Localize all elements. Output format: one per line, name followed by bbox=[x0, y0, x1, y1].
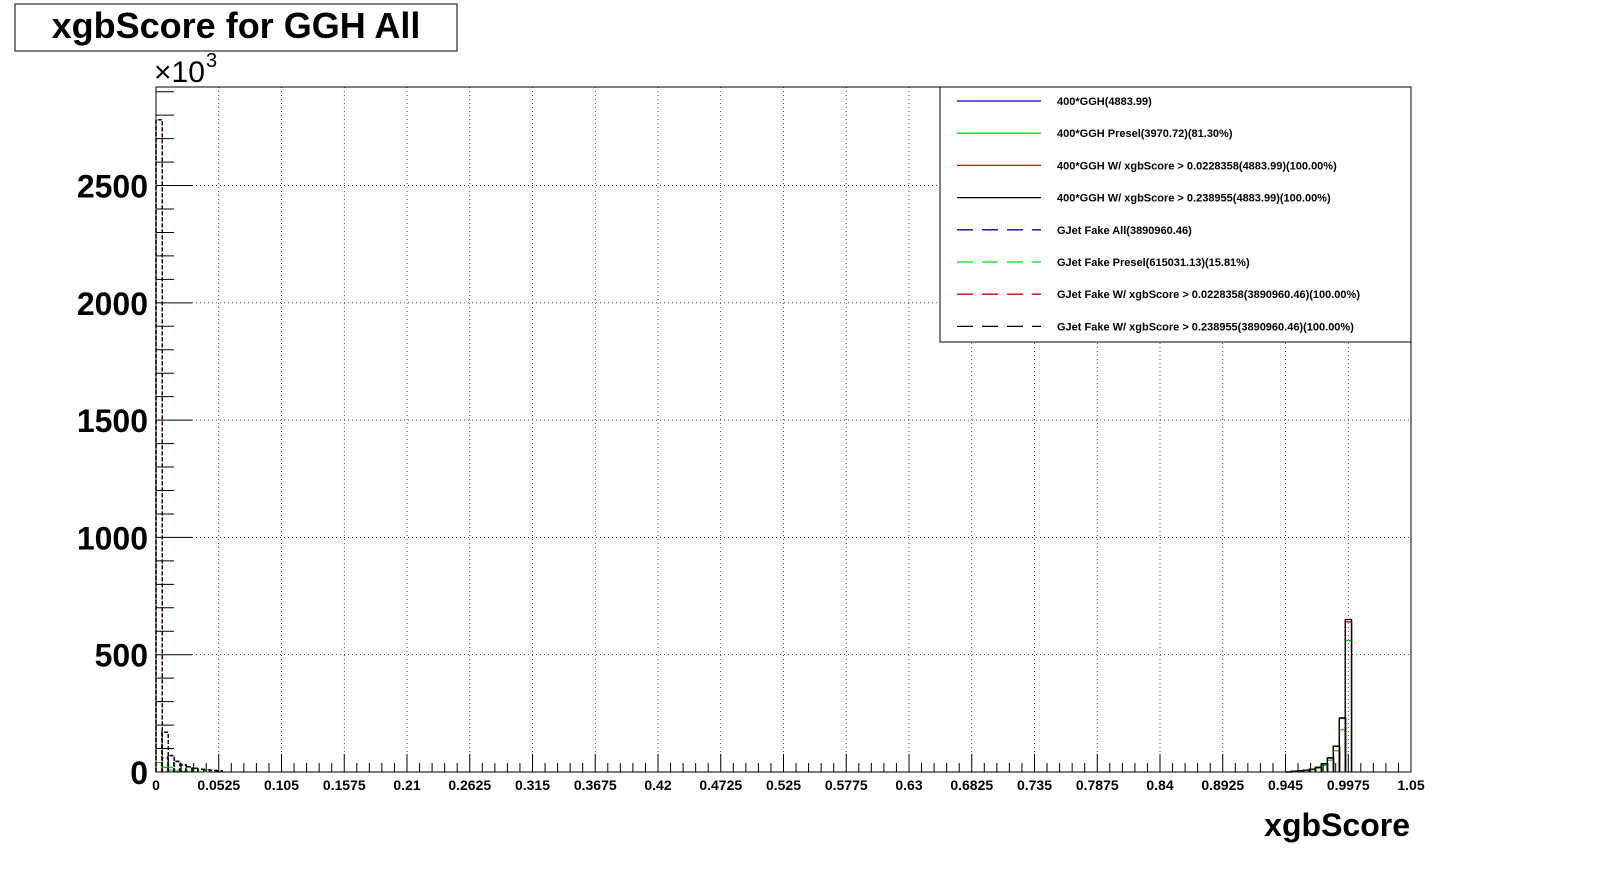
legend-label: GJet Fake All(3890960.46) bbox=[1057, 225, 1192, 237]
legend: 400*GGH(4883.99) 400*GGH Presel(3970.72)(… bbox=[939, 86, 1412, 343]
title-box: xgbScore for GGH All bbox=[14, 3, 458, 52]
x-tick-label: 0.7875 bbox=[1076, 777, 1119, 793]
histogram-series-7 bbox=[155, 119, 223, 772]
x-tick-label: 0.525 bbox=[766, 777, 801, 793]
x-tick-label: 0.42 bbox=[644, 777, 671, 793]
chart-title: xgbScore for GGH All bbox=[52, 5, 421, 46]
y-axis: 0 500 1000 1500 2000 2500 bbox=[77, 91, 192, 791]
y-tick-label: 2500 bbox=[77, 169, 148, 205]
x-tick-label: 0.945 bbox=[1268, 777, 1303, 793]
title-frame bbox=[14, 3, 458, 52]
histogram-series-5 bbox=[155, 119, 223, 772]
y-tick-label: 1500 bbox=[77, 403, 148, 439]
y-tick-label: 2000 bbox=[77, 286, 148, 322]
histogram-series-6 bbox=[155, 700, 211, 773]
legend-entries: 400*GGH(4883.99) 400*GGH Presel(3970.72)(… bbox=[957, 96, 1360, 333]
legend-label: GJet Fake W/ xgbScore > 0.0228358(389096… bbox=[1057, 289, 1360, 301]
x-tick-label: 0.9975 bbox=[1327, 777, 1370, 793]
y-multiplier: ×10 3 bbox=[154, 50, 217, 89]
legend-label: 400*GGH W/ xgbScore > 0.0228358(4883.99)… bbox=[1057, 160, 1337, 172]
legend-box bbox=[939, 86, 1412, 343]
y-tick-label: 500 bbox=[95, 638, 148, 674]
x-tick-label: 0.6825 bbox=[950, 777, 993, 793]
histogram-series-4 bbox=[1285, 618, 1353, 773]
legend-label: 400*GGH Presel(3970.72)(81.30%) bbox=[1057, 128, 1233, 140]
x-tick-label: 0 bbox=[152, 777, 160, 793]
x-tick-label: 0.2625 bbox=[448, 777, 491, 793]
x-axis-title: xgbScore bbox=[1264, 807, 1410, 843]
x-tick-label: 0.3675 bbox=[574, 777, 617, 793]
y-multiplier-exponent: 3 bbox=[206, 50, 217, 72]
x-tick-label: 0.8925 bbox=[1201, 777, 1244, 793]
y-multiplier-prefix: × bbox=[154, 56, 172, 89]
x-tick-label: 0.63 bbox=[895, 777, 922, 793]
x-tick-label: 0.0525 bbox=[197, 777, 240, 793]
histogram-series-1 bbox=[1285, 621, 1353, 773]
legend-label: 400*GGH(4883.99) bbox=[1057, 96, 1152, 108]
y-multiplier-label: ×10 bbox=[154, 56, 205, 89]
legend-label: GJet Fake Presel(615031.13)(15.81%) bbox=[1057, 257, 1250, 269]
x-tick-label: 0.735 bbox=[1017, 777, 1052, 793]
x-tick-label: 0.1575 bbox=[323, 777, 366, 793]
histogram-series-8 bbox=[155, 119, 223, 772]
histogram-series-3 bbox=[1285, 621, 1353, 773]
histogram-layer bbox=[155, 119, 1353, 773]
x-tick-label: 0.315 bbox=[515, 777, 550, 793]
x-tick-label: 0.105 bbox=[264, 777, 299, 793]
x-tick-label: 0.4725 bbox=[699, 777, 742, 793]
y-tick-label: 0 bbox=[130, 755, 148, 791]
legend-label: 400*GGH W/ xgbScore > 0.238955(4883.99)(… bbox=[1057, 193, 1331, 205]
x-tick-label: 0.21 bbox=[393, 777, 420, 793]
legend-label: GJet Fake W/ xgbScore > 0.238955(3890960… bbox=[1057, 321, 1354, 333]
x-tick-label: 0.5775 bbox=[825, 777, 868, 793]
histogram-series-2 bbox=[155, 639, 1353, 773]
y-tick-label: 1000 bbox=[77, 520, 148, 556]
x-tick-label: 0.84 bbox=[1146, 777, 1173, 793]
x-tick-label: 1.05 bbox=[1397, 777, 1424, 793]
y-multiplier-base: 10 bbox=[172, 56, 205, 89]
x-axis: 0 0.0525 0.105 0.1575 0.21 0.2625 0.315 0.3675 0… bbox=[152, 754, 1425, 793]
